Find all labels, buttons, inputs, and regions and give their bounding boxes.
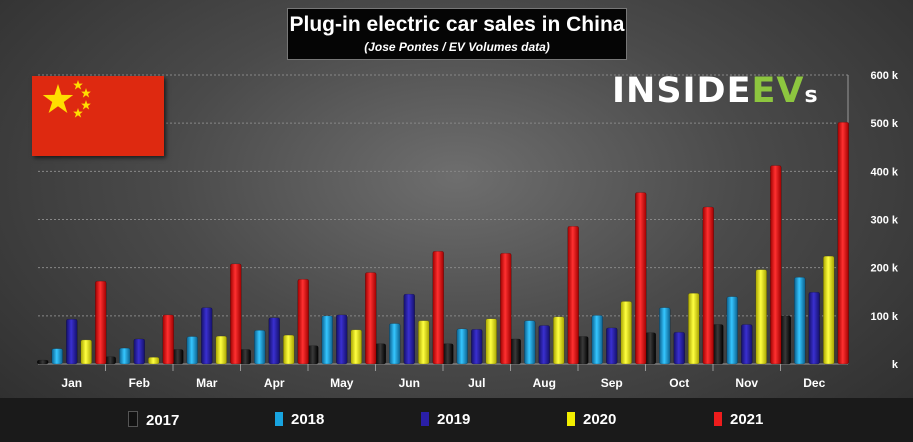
y-tick-label: 400 k	[870, 166, 898, 178]
x-tick-label: May	[330, 376, 354, 390]
bar-2019-oct	[673, 331, 685, 365]
bar-2018-nov	[726, 296, 738, 365]
bar-2021-feb	[162, 314, 174, 365]
bar-2018-sep	[591, 315, 603, 365]
bar-2021-aug	[567, 225, 579, 365]
bar-2019-jun	[403, 293, 415, 365]
y-axis: k 100 k 200 k 300 k 400 k 500 k 600 k	[870, 70, 898, 371]
bar-2020-jul	[485, 318, 497, 365]
y-tick-label: 500 k	[870, 118, 898, 130]
legend-swatch	[567, 412, 575, 426]
legend-item-2017: 2017	[128, 411, 179, 429]
bars	[37, 121, 849, 365]
chart-subtitle: (Jose Pontes / EV Volumes data)	[364, 40, 550, 54]
legend-swatch	[128, 411, 138, 427]
bar-2021-nov	[770, 165, 782, 365]
bar-2019-feb	[133, 338, 145, 365]
bar-2020-nov	[755, 269, 767, 365]
x-tick-label: Oct	[669, 376, 689, 390]
y-tick-label: 300 k	[870, 215, 898, 227]
x-tick-label: Apr	[264, 376, 285, 390]
x-tick-label: Feb	[129, 376, 150, 390]
bar-2018-jan	[51, 348, 63, 365]
x-tick-label: Mar	[196, 376, 218, 390]
bar-2018-mar	[186, 336, 198, 365]
bar-2020-apr	[283, 334, 295, 365]
bar-2020-jun	[418, 320, 430, 365]
bar-2018-may	[321, 315, 333, 365]
bar-2019-jul	[471, 329, 483, 365]
bar-2020-sep	[620, 301, 632, 365]
bar-2020-mar	[215, 335, 227, 365]
bar-2018-oct	[659, 307, 671, 365]
legend-swatch	[275, 412, 283, 426]
bar-2017-jan	[37, 359, 49, 365]
legend: 2017 2018 2019 2020 2021	[0, 398, 913, 442]
x-tick-label: Nov	[735, 376, 758, 390]
bar-2020-may	[350, 329, 362, 365]
bar-2021-may	[365, 272, 377, 365]
bar-2021-dec	[837, 121, 849, 365]
bar-2018-apr	[254, 330, 266, 365]
bar-2021-oct	[702, 206, 714, 365]
bar-2020-jan	[80, 339, 92, 365]
bar-chart: k 100 k 200 k 300 k 400 k 500 k 600 k Jan Feb Ma…	[37, 70, 899, 390]
bar-2020-oct	[688, 292, 700, 365]
legend-item-2019: 2019	[421, 411, 470, 428]
insideevs-logo: INSIDEEVs	[612, 71, 819, 111]
y-tick-label: 600 k	[870, 70, 898, 82]
y-tick-label: k	[892, 359, 899, 371]
legend-swatch	[714, 412, 722, 426]
bar-2018-dec	[794, 277, 806, 365]
chart-title: Plug-in electric car sales in China	[289, 13, 625, 36]
title-box: Plug-in electric car sales in China (Jos…	[287, 8, 627, 60]
bar-2020-dec	[823, 255, 835, 365]
bar-2019-dec	[808, 291, 820, 365]
x-tick-label: Jun	[399, 376, 420, 390]
bar-2020-feb	[148, 357, 160, 365]
bar-2018-jul	[456, 328, 468, 365]
bar-2021-jun	[432, 251, 444, 365]
legend-item-2021: 2021	[714, 411, 763, 428]
x-tick-label: Jan	[61, 376, 82, 390]
bar-2018-jun	[389, 323, 401, 365]
x-axis: Jan Feb Mar Apr May Jun Jul Aug Sep Oct Nov Dec	[61, 376, 825, 390]
bar-2021-apr	[297, 278, 309, 365]
bar-2018-feb	[119, 347, 131, 365]
legend-swatch	[421, 412, 429, 426]
bar-2021-jul	[500, 252, 512, 365]
bar-2019-may	[336, 314, 348, 365]
legend-item-2018: 2018	[275, 411, 324, 428]
x-tick-label: Dec	[803, 376, 825, 390]
legend-item-2020: 2020	[567, 411, 616, 428]
bar-2018-aug	[524, 320, 536, 365]
bar-2019-jan	[66, 318, 78, 365]
bar-2019-nov	[741, 324, 753, 365]
china-flag-icon	[32, 76, 164, 156]
bar-2020-aug	[553, 316, 565, 365]
x-tick-label: Jul	[468, 376, 485, 390]
bar-2019-mar	[201, 307, 213, 365]
x-tick-label: Aug	[533, 376, 556, 390]
bar-2019-aug	[538, 325, 550, 365]
bar-2021-jan	[95, 280, 107, 365]
bar-2021-mar	[230, 263, 242, 365]
bar-2019-apr	[268, 317, 280, 365]
bar-2019-sep	[606, 327, 618, 365]
y-tick-label: 200 k	[870, 263, 898, 275]
bar-2021-sep	[635, 192, 647, 365]
y-tick-label: 100 k	[870, 311, 898, 323]
x-tick-label: Sep	[601, 376, 623, 390]
